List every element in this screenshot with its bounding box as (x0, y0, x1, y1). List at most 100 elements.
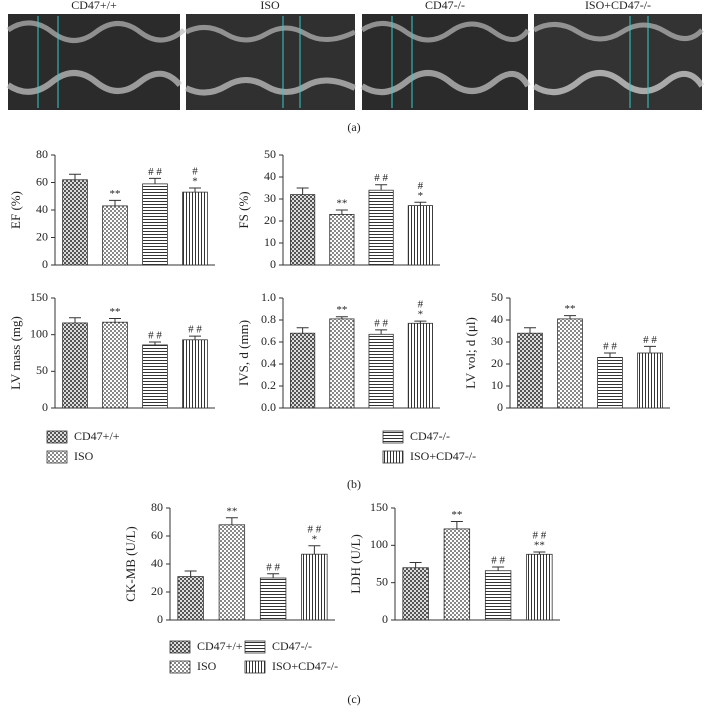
image-label: CD47-/- (425, 0, 465, 12)
bar (407, 205, 433, 266)
bar (368, 333, 394, 409)
error-bar (335, 209, 348, 215)
significance-mark: * (312, 533, 318, 545)
error-bar (149, 341, 161, 345)
bar (142, 183, 168, 266)
bar (637, 352, 663, 409)
y-axis-label: FS (%) (236, 191, 251, 228)
significance-mark: ** (110, 306, 121, 318)
significance-mark: * (418, 190, 424, 202)
y-tick-label: 0.6 (261, 334, 276, 348)
image-label: CD47+/+ (71, 0, 117, 12)
legend-swatch (382, 450, 404, 464)
y-tick-label: 80 (151, 500, 163, 514)
y-tick-label: 60 (151, 528, 163, 542)
significance-mark: ** (336, 304, 347, 316)
significance-mark: ** (451, 509, 462, 521)
y-tick-label: 0 (270, 257, 276, 271)
y-tick-label: 30 (264, 191, 276, 205)
echo-images (6, 14, 705, 110)
legend-label: ISO (74, 449, 94, 463)
significance-mark: ** (565, 303, 576, 315)
y-tick-label: 100 (370, 537, 388, 551)
y-tick-label: 40 (264, 169, 276, 183)
legend-label: CD47+/+ (74, 429, 120, 443)
panel-label: (b) (347, 477, 361, 491)
error-bar (69, 317, 81, 323)
significance-mark: # (418, 299, 424, 311)
panel-label: (c) (347, 692, 360, 706)
bar (329, 213, 355, 266)
y-axis-label: LDH (U/L) (348, 534, 363, 594)
y-axis-label: EF (%) (8, 191, 23, 229)
echo-image (6, 14, 186, 110)
significance-mark: # # (374, 172, 388, 184)
echo-image (532, 14, 705, 110)
error-bar (644, 345, 656, 353)
bar (182, 191, 208, 266)
y-tick-label: 10 (491, 378, 503, 392)
error-bar (225, 517, 238, 525)
bar (290, 194, 316, 266)
y-tick-label: 40 (36, 202, 48, 216)
error-bar (69, 173, 81, 180)
y-tick-label: 20 (264, 213, 276, 227)
significance-mark: ** (336, 198, 347, 210)
error-bar (492, 566, 505, 571)
legend-swatch (244, 660, 266, 674)
y-tick-label: 0.8 (261, 312, 276, 326)
bar (484, 570, 512, 621)
bar (290, 332, 316, 409)
panel-label: (a) (347, 120, 360, 134)
y-axis-label: CK-MB (U/L) (123, 526, 138, 601)
bar (368, 189, 394, 266)
y-tick-label: 150 (370, 500, 388, 514)
bar (218, 524, 246, 621)
image-label: ISO (260, 0, 280, 12)
error-bar (375, 184, 388, 191)
y-axis-label: IVS, d (mm) (236, 320, 251, 386)
error-bar (109, 199, 121, 206)
y-tick-label: 0 (157, 612, 163, 626)
error-bar (604, 352, 616, 358)
significance-mark: # (192, 166, 198, 178)
legend-label: CD47+/+ (197, 639, 243, 653)
significance-mark: ** (110, 188, 121, 200)
significance-mark: # (418, 180, 424, 192)
bar (62, 322, 88, 409)
y-tick-label: 20 (36, 229, 48, 243)
echo-image (184, 14, 357, 110)
y-tick-label: 20 (491, 356, 503, 370)
y-tick-label: 20 (151, 584, 163, 598)
bar (177, 576, 204, 621)
significance-mark: ** (226, 505, 237, 517)
significance-mark: # # (491, 555, 505, 567)
legend-label: CD47-/- (410, 429, 450, 443)
legend-swatch (382, 430, 404, 444)
significance-mark: # # (148, 166, 162, 178)
bar (329, 318, 355, 409)
y-tick-label: 50 (491, 290, 503, 304)
legend-swatch (169, 640, 191, 654)
significance-mark: * (418, 309, 424, 321)
bar (182, 339, 208, 409)
error-bar (409, 562, 422, 568)
bar (443, 528, 471, 621)
bar (597, 356, 623, 409)
legend-label: CD47-/- (272, 639, 312, 653)
legend-label: ISO (197, 659, 217, 673)
bar (102, 205, 128, 266)
bar (407, 322, 433, 409)
significance-mark: # # (188, 324, 202, 336)
significance-mark: # # (603, 341, 617, 353)
error-bar (149, 177, 161, 184)
legend-swatch (46, 430, 68, 444)
y-tick-label: 60 (36, 174, 48, 188)
significance-mark: ** (534, 540, 545, 552)
y-tick-label: 40 (151, 556, 163, 570)
bar (526, 553, 553, 621)
error-bar (308, 545, 321, 555)
bar (259, 577, 287, 621)
significance-mark: # # (643, 334, 657, 346)
y-tick-label: 0.0 (261, 400, 276, 414)
